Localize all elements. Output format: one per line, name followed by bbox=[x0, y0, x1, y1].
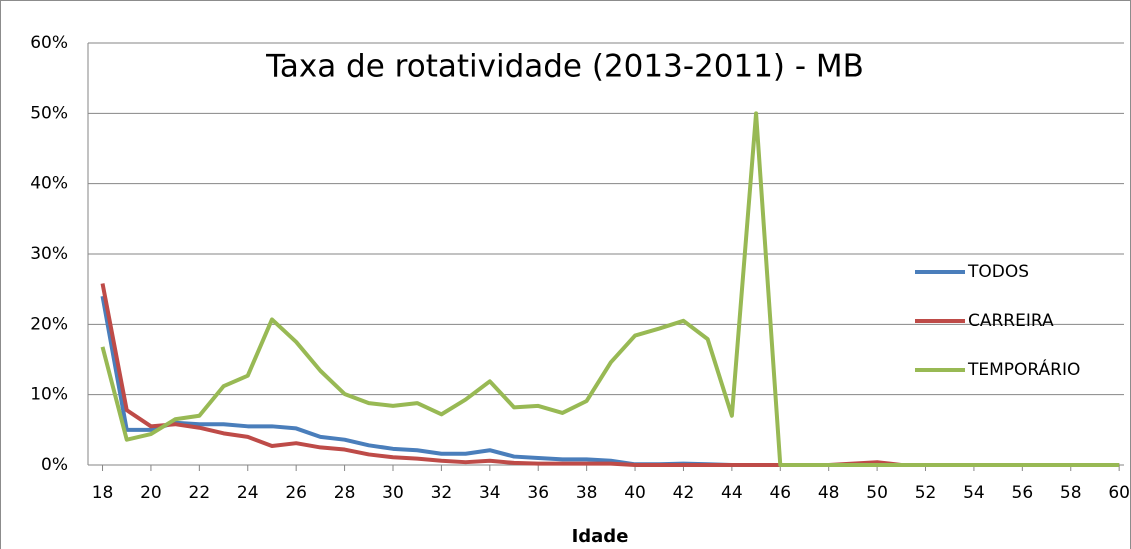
x-tick-label: 58 bbox=[1060, 483, 1082, 503]
y-tick-label: 0% bbox=[41, 455, 68, 475]
legend-label: TODOS bbox=[967, 262, 1029, 282]
x-tick-label: 22 bbox=[189, 483, 211, 503]
y-tick-label: 40% bbox=[30, 174, 68, 194]
x-tick-label: 34 bbox=[479, 483, 501, 503]
x-axis-label: Idade bbox=[572, 526, 629, 547]
x-tick-label: 36 bbox=[527, 483, 549, 503]
x-tick-label: 60 bbox=[1108, 483, 1130, 503]
x-tick-label: 28 bbox=[334, 483, 356, 503]
x-tick-label: 44 bbox=[721, 483, 743, 503]
x-tick-label: 46 bbox=[769, 483, 791, 503]
x-tick-label: 20 bbox=[140, 483, 162, 503]
y-tick-label: 20% bbox=[30, 314, 68, 334]
x-tick-label: 32 bbox=[431, 483, 453, 503]
x-tick-label: 40 bbox=[624, 483, 646, 503]
x-tick-label: 48 bbox=[818, 483, 840, 503]
y-tick-label: 10% bbox=[30, 385, 68, 405]
y-tick-label: 60% bbox=[30, 33, 68, 53]
y-tick-label: 30% bbox=[30, 244, 68, 264]
x-tick-label: 54 bbox=[963, 483, 985, 503]
x-tick-label: 56 bbox=[1012, 483, 1034, 503]
x-tick-label: 50 bbox=[866, 483, 888, 503]
series-line bbox=[100, 111, 1120, 467]
legend-label: TEMPORÁRIO bbox=[967, 358, 1080, 380]
x-tick-label: 52 bbox=[915, 483, 937, 503]
x-tick-label: 18 bbox=[92, 483, 114, 503]
legend-label: CARREIRA bbox=[968, 311, 1054, 331]
x-tick-label: 38 bbox=[576, 483, 598, 503]
x-tick-label: 24 bbox=[237, 483, 259, 503]
chart-title: Taxa de rotatividade (2013-2011) - MB bbox=[265, 49, 864, 85]
x-tick-label: 26 bbox=[285, 483, 307, 503]
y-tick-label: 50% bbox=[30, 103, 68, 123]
x-tick-label: 42 bbox=[673, 483, 695, 503]
x-tick-label: 30 bbox=[382, 483, 404, 503]
